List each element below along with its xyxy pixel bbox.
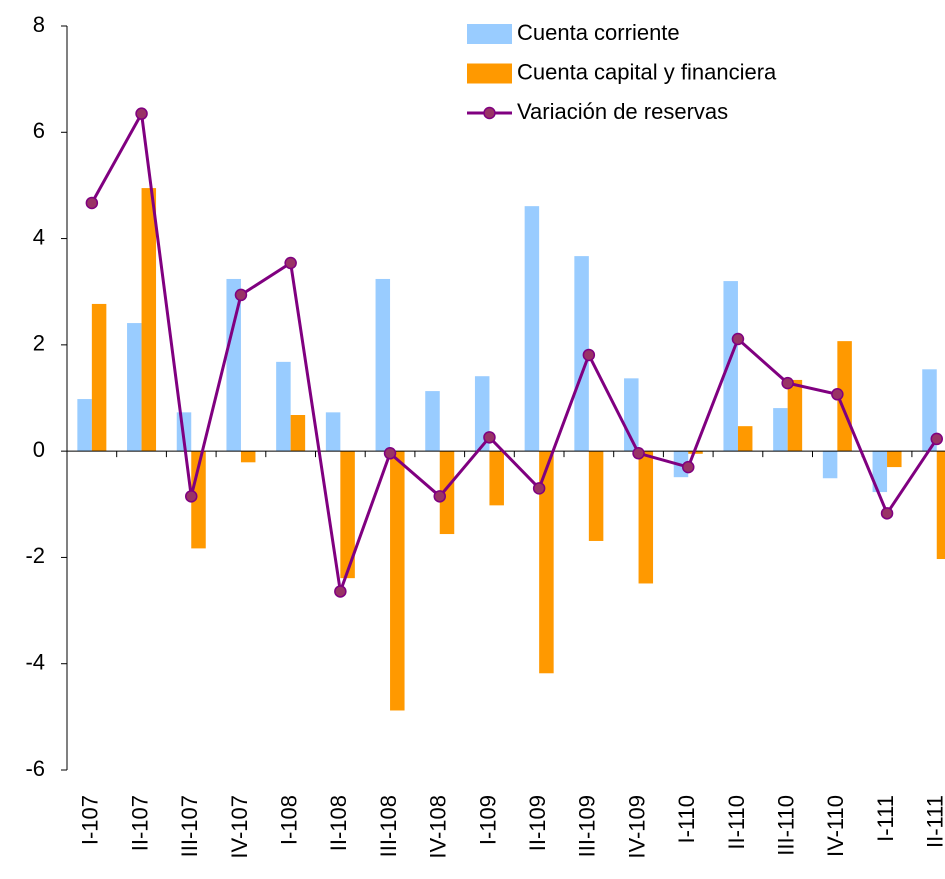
x-tick-label: I-108: [276, 795, 301, 845]
bar: [91, 303, 107, 452]
x-tick-label: II-110: [724, 795, 749, 850]
y-tick-label: 4: [33, 224, 45, 249]
bar: [489, 451, 504, 506]
x-tick-label: II-111: [923, 795, 945, 848]
x-tick-label: II-108: [326, 795, 351, 851]
bar: [226, 278, 241, 452]
bar: [240, 451, 256, 463]
marker: [185, 490, 198, 503]
bar: [922, 369, 937, 452]
y-tick-label: -4: [25, 650, 45, 675]
bar: [325, 412, 341, 452]
bar: [524, 206, 540, 452]
y-tick-label: -6: [25, 756, 45, 781]
marker: [632, 447, 645, 460]
marker: [930, 432, 943, 446]
bar: [539, 451, 554, 674]
legend-label: Cuenta capital y financiera: [517, 59, 777, 84]
marker: [334, 585, 347, 598]
x-tick-label: III-109: [575, 795, 600, 857]
marker: [731, 332, 745, 346]
legend-swatch: [467, 24, 512, 44]
bar: [638, 451, 654, 584]
bar: [340, 451, 355, 579]
bar: [787, 379, 803, 452]
marker: [234, 288, 248, 302]
bar: [574, 256, 589, 452]
marker: [383, 447, 397, 460]
x-tick-label: II-107: [127, 795, 152, 851]
bar: [936, 451, 945, 560]
x-tick-label: IV-109: [624, 795, 649, 859]
x-tick-label: I-111: [873, 795, 898, 842]
x-tick-label: I-107: [78, 795, 103, 845]
bar: [375, 278, 391, 452]
legend-label: Cuenta corriente: [517, 20, 680, 45]
marker: [85, 196, 99, 210]
x-tick-label: IV-110: [823, 795, 848, 857]
y-tick-label: 6: [33, 118, 45, 143]
bar: [439, 451, 455, 535]
bar: [127, 323, 142, 452]
bar: [425, 391, 440, 452]
marker: [532, 482, 546, 495]
bar: [276, 361, 291, 452]
marker: [781, 376, 794, 390]
marker: [682, 460, 695, 474]
marker: [831, 388, 844, 401]
y-tick-label: -2: [25, 543, 45, 568]
legend-swatch: [467, 63, 512, 84]
marker: [582, 348, 596, 362]
x-tick-label: I-109: [475, 795, 500, 845]
marker: [483, 431, 496, 444]
marker: [284, 256, 297, 270]
bar: [588, 451, 604, 541]
marker: [135, 107, 148, 120]
bar: [872, 451, 888, 493]
bar: [723, 281, 738, 452]
line: [90, 108, 938, 592]
x-tick-label: III-108: [376, 795, 401, 857]
bar: [141, 188, 157, 452]
x-tick-label: IV-107: [227, 795, 252, 859]
x-tick-label: III-110: [773, 795, 798, 856]
x-tick-label: IV-108: [426, 795, 451, 859]
bar: [290, 415, 306, 452]
marker: [880, 507, 894, 520]
bar: [773, 408, 788, 452]
y-tick-label: 8: [33, 12, 45, 37]
x-tick-label: II-109: [525, 795, 550, 851]
bar: [822, 451, 838, 479]
y-tick-label: 2: [33, 331, 45, 356]
x-tick-label: I-110: [674, 795, 699, 844]
legend-label: Variación de reservas: [517, 99, 728, 124]
bar: [77, 399, 92, 452]
bar: [887, 451, 902, 468]
y-tick-label: 0: [33, 437, 45, 462]
x-tick-label: III-107: [177, 795, 202, 857]
marker: [433, 490, 446, 503]
bar: [390, 451, 405, 711]
legend-marker: [483, 106, 496, 120]
bar: [737, 426, 753, 452]
